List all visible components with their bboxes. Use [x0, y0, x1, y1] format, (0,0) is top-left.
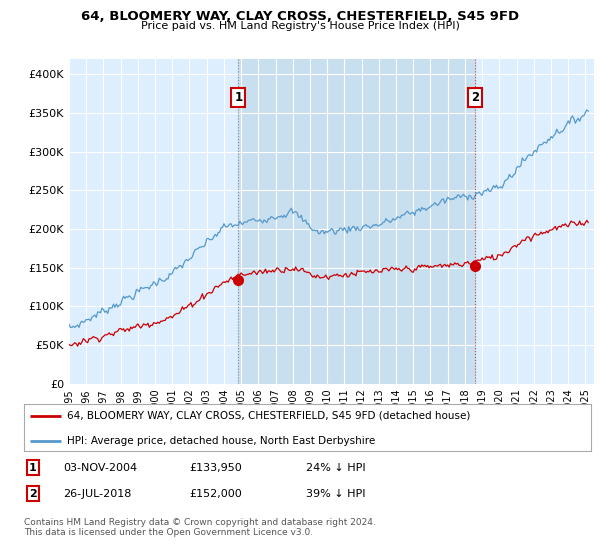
Text: £133,950: £133,950 — [189, 463, 242, 473]
Text: 1: 1 — [235, 91, 242, 104]
Text: 2: 2 — [29, 489, 37, 499]
Text: 2: 2 — [470, 91, 479, 104]
Text: Contains HM Land Registry data © Crown copyright and database right 2024.
This d: Contains HM Land Registry data © Crown c… — [24, 518, 376, 538]
Text: 26-JUL-2018: 26-JUL-2018 — [63, 489, 131, 499]
Bar — [238, 59, 475, 384]
Text: £152,000: £152,000 — [189, 489, 242, 499]
Text: Price paid vs. HM Land Registry's House Price Index (HPI): Price paid vs. HM Land Registry's House … — [140, 21, 460, 31]
Text: 64, BLOOMERY WAY, CLAY CROSS, CHESTERFIELD, S45 9FD: 64, BLOOMERY WAY, CLAY CROSS, CHESTERFIE… — [81, 10, 519, 23]
Text: 64, BLOOMERY WAY, CLAY CROSS, CHESTERFIELD, S45 9FD (detached house): 64, BLOOMERY WAY, CLAY CROSS, CHESTERFIE… — [67, 411, 470, 421]
Text: HPI: Average price, detached house, North East Derbyshire: HPI: Average price, detached house, Nort… — [67, 436, 375, 446]
Text: 03-NOV-2004: 03-NOV-2004 — [63, 463, 137, 473]
Text: 1: 1 — [29, 463, 37, 473]
Text: 24% ↓ HPI: 24% ↓ HPI — [306, 463, 365, 473]
Text: 39% ↓ HPI: 39% ↓ HPI — [306, 489, 365, 499]
